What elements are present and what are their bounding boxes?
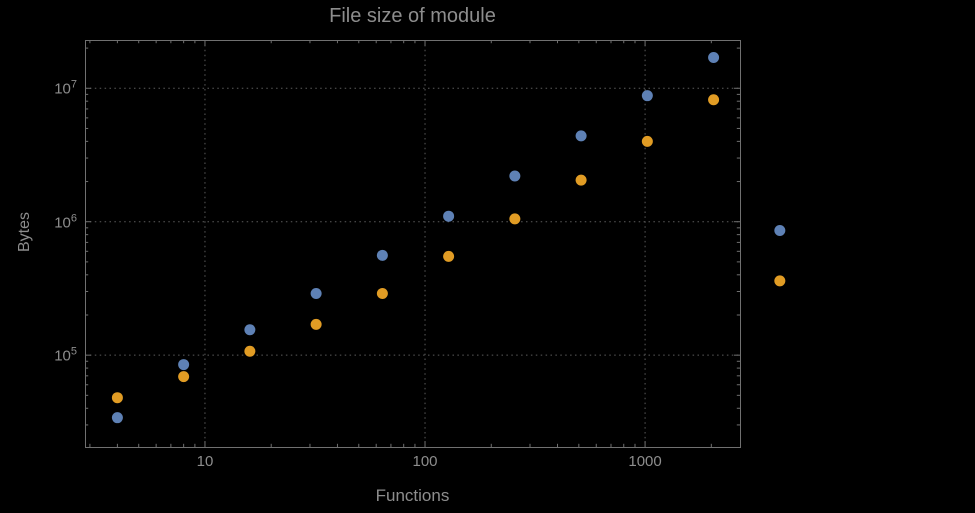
data-point-blue-series <box>178 359 190 371</box>
data-point-blue-series <box>111 412 123 424</box>
data-point-blue-series <box>575 130 587 142</box>
data-point-orange-series <box>111 392 123 404</box>
y-axis-label: Bytes <box>16 211 33 253</box>
data-point-orange-series <box>575 174 587 186</box>
data-point-blue-series <box>443 210 455 222</box>
data-point-orange-series <box>774 275 786 287</box>
data-point-orange-series <box>178 371 190 383</box>
data-point-orange-series <box>310 318 322 330</box>
data-point-orange-series <box>376 287 388 299</box>
data-point-blue-series <box>509 170 521 182</box>
data-point-orange-series <box>509 213 521 225</box>
data-point-blue-series <box>641 90 653 102</box>
x-axis-label: Functions <box>375 486 450 505</box>
data-point-orange-series <box>641 135 653 147</box>
data-point-blue-series <box>310 287 322 299</box>
plot-frame <box>85 40 741 448</box>
data-point-blue-series <box>376 249 388 261</box>
data-point-blue-series <box>774 224 786 236</box>
data-point-blue-series <box>244 324 256 336</box>
chart-title: File size of module <box>329 5 496 27</box>
data-point-blue-series <box>708 52 720 64</box>
data-point-orange-series <box>244 345 256 357</box>
data-point-orange-series <box>708 94 720 106</box>
data-point-orange-series <box>443 250 455 262</box>
